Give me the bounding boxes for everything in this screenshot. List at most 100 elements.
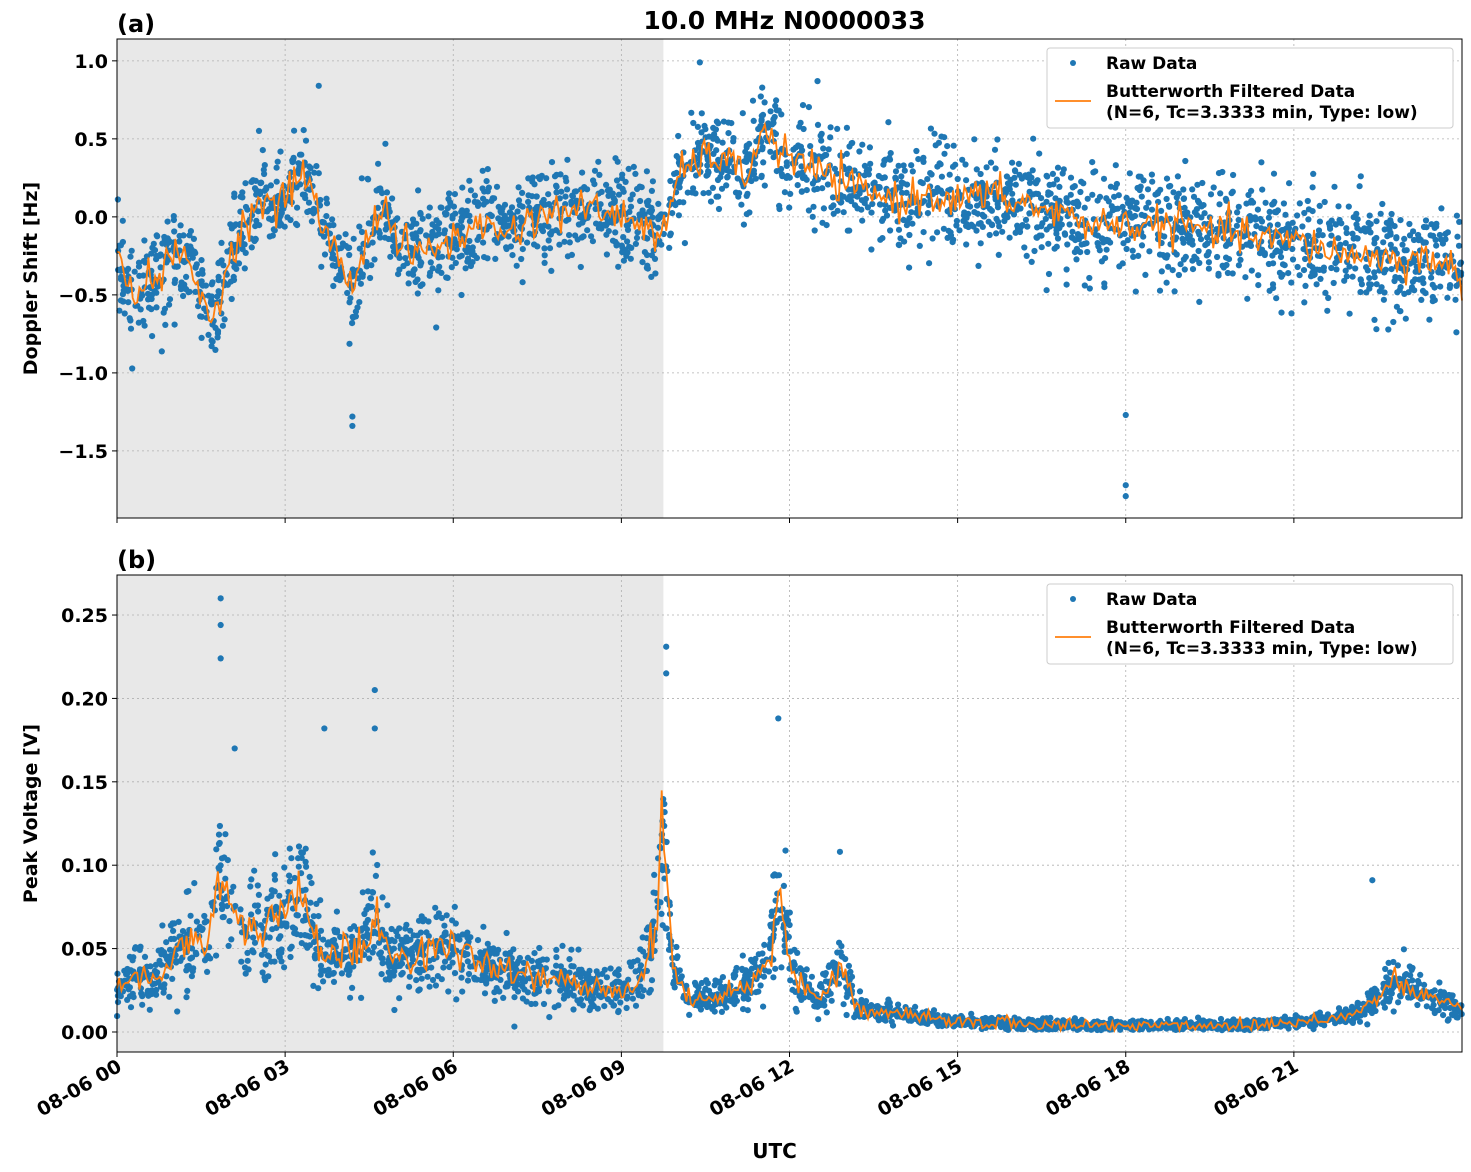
raw-data-point [1205,265,1212,272]
raw-data-point [1399,241,1406,248]
raw-data-point [159,922,166,929]
raw-data-point [293,912,300,919]
raw-data-point [218,239,225,246]
raw-data-point [345,971,352,978]
raw-data-point [624,238,631,245]
raw-data-point [1456,218,1463,225]
raw-data-point [244,957,251,964]
raw-data-point [1357,289,1364,296]
raw-data-point [1135,173,1142,180]
raw-data-point [261,974,268,981]
raw-data-point [994,201,1001,208]
raw-data-point [787,190,794,197]
raw-data-point [1006,186,1013,193]
raw-data-point [1146,248,1153,255]
raw-data-point [1173,194,1180,201]
raw-data-point [216,822,223,830]
raw-data-point [1180,186,1187,193]
raw-data-point [790,959,797,966]
raw-data-point [1381,289,1388,296]
raw-data-point [239,194,246,201]
raw-data-point [427,259,434,266]
raw-data-point [364,175,371,182]
raw-data-point [676,184,683,191]
raw-data-point [451,970,459,977]
raw-data-point [435,254,442,261]
raw-data-point [1195,228,1202,235]
raw-data-point [356,299,363,306]
raw-data-point [277,148,284,155]
raw-data-point [300,127,307,134]
raw-data-point [480,923,487,930]
raw-data-point [348,933,356,940]
raw-data-point [295,166,302,173]
raw-data-point [1396,308,1403,315]
raw-data-point [569,192,576,199]
raw-data-point [637,197,644,205]
raw-data-point [358,994,365,1002]
raw-data-point [963,177,970,184]
raw-data-point [1304,197,1311,205]
raw-data-point [1012,168,1019,175]
raw-data-point [228,936,235,943]
raw-data-point [114,196,121,203]
raw-data-point [603,231,610,238]
raw-data-point [993,230,1000,237]
raw-data-point [1294,263,1301,271]
raw-data-point [426,204,433,211]
raw-data-point [1322,289,1329,296]
raw-data-point [250,949,257,956]
raw-data-point [188,973,195,980]
raw-data-point [1286,180,1293,187]
raw-data-point [310,913,317,920]
raw-data-point [1205,259,1212,266]
raw-data-point [1105,198,1112,205]
raw-data-point [245,966,252,973]
raw-data-point [611,197,618,204]
raw-data-point [1310,170,1317,177]
raw-data-point [1078,178,1085,185]
raw-data-point [308,218,315,225]
raw-data-point [474,202,482,209]
raw-data-point [466,237,473,245]
raw-data-point [759,144,766,151]
raw-data-point [1030,135,1037,142]
raw-data-point [644,262,651,269]
raw-data-point [712,126,720,133]
raw-data-point [1305,232,1312,240]
raw-data-point [1420,280,1427,287]
raw-data-point [1075,232,1082,239]
raw-data-point [1029,167,1036,174]
raw-data-point [643,168,651,175]
raw-data-point [1289,256,1297,263]
raw-data-point [1063,198,1070,205]
raw-data-point [375,185,382,193]
raw-data-point [174,1008,181,1015]
raw-data-point [459,931,466,938]
raw-data-point [417,282,424,289]
panel-b-raw-points [114,595,1465,1034]
raw-data-point [1138,211,1145,218]
raw-data-point [187,912,194,919]
raw-data-point [1335,203,1342,210]
raw-data-point [776,205,783,213]
raw-data-point [426,272,433,279]
raw-data-point [483,178,490,185]
raw-data-point [1207,191,1215,198]
raw-data-point [1189,186,1196,193]
raw-data-point [214,334,221,341]
raw-data-point [1373,281,1380,288]
raw-data-point [1089,159,1096,166]
raw-data-point [906,264,913,271]
raw-data-point [453,996,460,1003]
raw-data-point [329,216,336,223]
raw-data-point [1052,195,1059,202]
raw-data-point [822,151,829,159]
raw-data-point [1302,255,1309,263]
raw-data-point [347,925,354,933]
raw-data-point [772,965,779,972]
raw-data-point [254,882,261,889]
raw-data-point [579,1002,587,1009]
raw-data-point [404,260,411,267]
raw-data-point [251,867,258,874]
